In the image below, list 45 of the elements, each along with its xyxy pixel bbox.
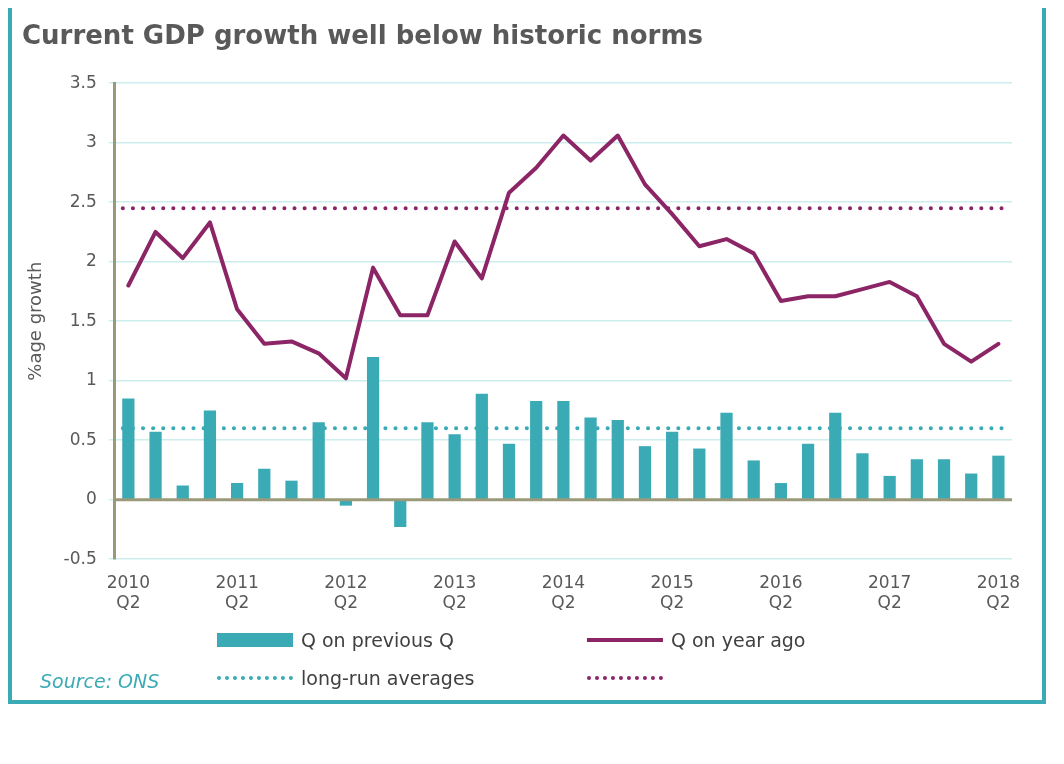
bar (937, 459, 951, 499)
y-tick-label: 2.5 (69, 190, 97, 211)
legend-label: Q on previous Q (301, 629, 454, 651)
bar (231, 483, 244, 499)
bar (448, 434, 461, 499)
y-tick-label: 1.5 (69, 309, 97, 330)
bar (774, 483, 788, 499)
y-tick-label: 3 (85, 131, 97, 152)
y-tick-label: 3.5 (69, 71, 97, 92)
x-tick-label: 2015 Q2 (650, 571, 694, 613)
bar (883, 475, 896, 499)
bar (666, 431, 679, 499)
x-tick-label: 2011 Q2 (215, 571, 259, 613)
x-tick-label: 2016 Q2 (759, 571, 803, 613)
bar (394, 500, 407, 528)
bar (856, 453, 869, 499)
bar (285, 480, 298, 499)
bar (258, 468, 271, 499)
x-tick-label: 2014 Q2 (541, 571, 586, 613)
bar (149, 431, 162, 499)
y-tick-label: 0.5 (69, 428, 97, 449)
y-tick-label: 0 (85, 488, 97, 509)
bar (176, 485, 189, 499)
legend-label: long-run averages (301, 667, 475, 689)
legend-label: Q on year ago (671, 629, 806, 651)
y-tick-label: -0.5 (63, 547, 97, 568)
y-axis-title: %age growth (24, 261, 46, 381)
bar (801, 443, 815, 499)
x-tick-label: 2012 Q2 (324, 571, 368, 613)
x-tick-label: 2017 Q2 (868, 571, 912, 613)
chart-title: Current GDP growth well below historic norms (22, 20, 703, 51)
bar (992, 455, 1005, 499)
bar (638, 446, 652, 499)
bar (965, 473, 978, 499)
y-tick-label: 1 (85, 369, 97, 390)
bar (910, 459, 923, 499)
x-tick-label: 2018 Q2 (976, 571, 1021, 613)
y-tick-label: 2 (85, 250, 97, 271)
bar (502, 443, 516, 499)
source-note: Source: ONS (40, 670, 160, 692)
x-tick-label: 2010 Q2 (106, 571, 150, 613)
x-tick-label: 2013 Q2 (433, 571, 477, 613)
bar (339, 500, 352, 506)
bar (693, 448, 706, 499)
bar (747, 460, 760, 499)
